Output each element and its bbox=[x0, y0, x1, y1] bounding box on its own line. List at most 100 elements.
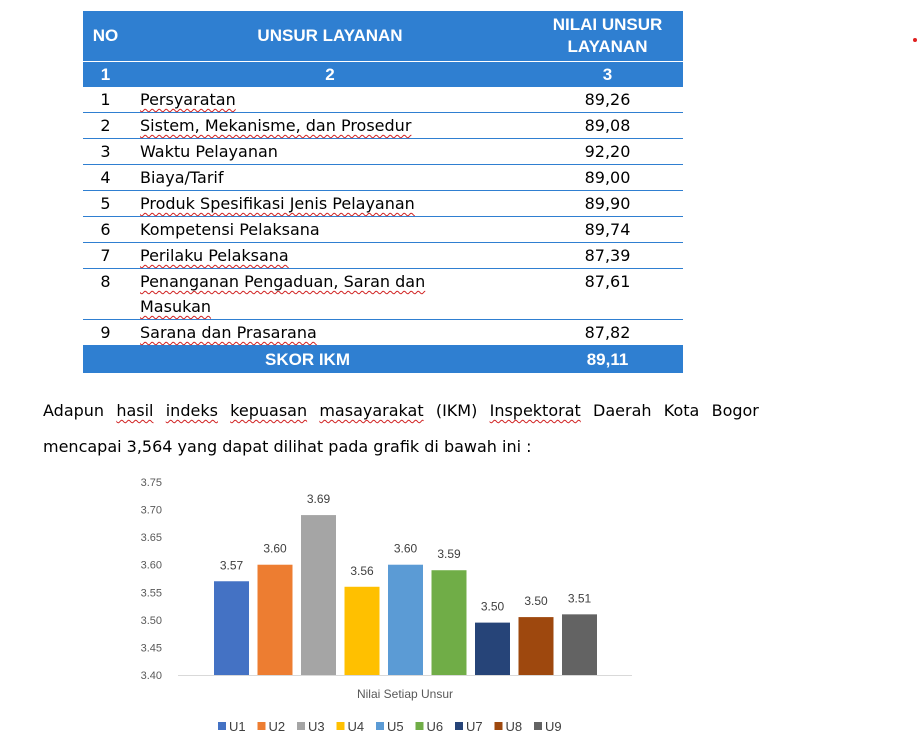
header-unsur-layanan: UNSUR LAYANAN bbox=[128, 11, 532, 62]
row-unsur-text-line1: Penanganan Pengaduan, Saran dan bbox=[140, 272, 426, 291]
y-tick-label: 3.65 bbox=[141, 532, 162, 544]
table-row: 1 Persyaratan 89,26 bbox=[83, 87, 683, 113]
y-tick-label: 3.60 bbox=[141, 560, 162, 572]
legend-swatch-u4 bbox=[336, 722, 345, 730]
header-no: NO bbox=[83, 11, 128, 62]
row-unsur-name: Kompetensi Pelaksana bbox=[128, 216, 532, 243]
y-axis-ticks: 3.75 3.70 3.65 3.60 3.55 3.50 3.45 3.40 bbox=[141, 477, 162, 682]
paragraph-word: (IKM) bbox=[435, 401, 478, 420]
y-tick-label: 3.70 bbox=[141, 505, 162, 517]
ikm-table: NO UNSUR LAYANAN NILAI UNSUR LAYANAN 1 2… bbox=[83, 11, 683, 373]
data-label-u7: 3.50 bbox=[481, 600, 505, 614]
legend-swatch-u2 bbox=[257, 722, 266, 730]
table-column-number-row: 1 2 3 bbox=[83, 61, 683, 87]
row-number: 8 bbox=[83, 268, 128, 320]
paragraph-word: masayarakat bbox=[319, 401, 424, 420]
row-unsur-text: Produk Spesifikasi Jenis Pelayanan bbox=[140, 194, 415, 213]
row-unsur-name: Penanganan Pengaduan, Saran dan Masukan bbox=[128, 268, 532, 320]
row-unsur-text: Waktu Pelayanan bbox=[140, 142, 278, 161]
red-marker-dot bbox=[913, 38, 917, 42]
row-unsur-text: Perilaku Pelaksana bbox=[140, 246, 289, 265]
bar-u6 bbox=[431, 570, 467, 675]
paragraph-word: hasil bbox=[116, 401, 154, 420]
y-tick-label: 3.50 bbox=[141, 615, 162, 627]
header-nilai-line2: LAYANAN bbox=[567, 37, 648, 56]
chart-bars: 3.57 3.60 3.69 3.56 3.60 3.59 3.50 3.50 3.51 bbox=[214, 492, 597, 675]
row-unsur-name: Persyaratan bbox=[128, 87, 532, 113]
paragraph-word: Adapun bbox=[43, 401, 105, 420]
bar-u1 bbox=[214, 581, 249, 675]
legend-label-u1: U1 bbox=[229, 719, 246, 734]
row-unsur-name: Produk Spesifikasi Jenis Pelayanan bbox=[128, 190, 532, 217]
bar-u5 bbox=[388, 564, 423, 675]
row-value: 89,08 bbox=[532, 112, 683, 139]
y-tick-label: 3.75 bbox=[141, 477, 162, 489]
legend-swatch-u5 bbox=[376, 722, 384, 730]
legend-label-u7: U7 bbox=[466, 719, 483, 734]
row-unsur-text: Kompetensi Pelaksana bbox=[140, 220, 320, 239]
ikm-bar-chart: 3.75 3.70 3.65 3.60 3.55 3.50 3.45 3.40 3.57 3.6… bbox=[141, 477, 632, 734]
legend-swatch-u8 bbox=[494, 722, 503, 730]
legend-swatch-u6 bbox=[415, 722, 424, 730]
row-unsur-name: Sarana dan Prasarana bbox=[128, 319, 532, 346]
legend-swatch-u9 bbox=[534, 722, 542, 730]
row-unsur-text-line2: Masukan bbox=[140, 297, 212, 316]
legend-label-u5: U5 bbox=[387, 719, 404, 734]
paragraph-word: Bogor bbox=[711, 401, 759, 420]
data-label-u5: 3.60 bbox=[394, 542, 418, 556]
row-unsur-name: Perilaku Pelaksana bbox=[128, 242, 532, 269]
data-label-u1: 3.57 bbox=[220, 558, 244, 572]
row-value: 92,20 bbox=[532, 138, 683, 165]
column-number: 1 bbox=[83, 61, 128, 87]
table-row: 6 Kompetensi Pelaksana 89,74 bbox=[83, 216, 683, 243]
legend-label-u6: U6 bbox=[427, 719, 444, 734]
body-paragraph: Adapun hasil indeks kepuasan masayarakat… bbox=[43, 393, 759, 465]
paragraph-word: Kota bbox=[663, 401, 700, 420]
y-tick-label: 3.45 bbox=[141, 642, 162, 654]
skor-ikm-value: 89,11 bbox=[532, 345, 683, 373]
table-row: 7 Perilaku Pelaksana 87,39 bbox=[83, 242, 683, 269]
legend-label-u2: U2 bbox=[269, 719, 286, 734]
row-number: 3 bbox=[83, 138, 128, 165]
data-label-u4: 3.56 bbox=[350, 564, 374, 578]
paragraph-word: indeks bbox=[165, 401, 218, 420]
table-header-row: NO UNSUR LAYANAN NILAI UNSUR LAYANAN bbox=[83, 11, 683, 62]
bar-u7 bbox=[475, 622, 510, 675]
row-number: 2 bbox=[83, 112, 128, 139]
bar-u3 bbox=[301, 515, 336, 675]
row-number: 4 bbox=[83, 164, 128, 191]
data-label-u6: 3.59 bbox=[437, 547, 461, 561]
row-unsur-name: Biaya/Tarif bbox=[128, 164, 532, 191]
legend-label-u9: U9 bbox=[545, 719, 562, 734]
y-tick-label: 3.55 bbox=[141, 587, 162, 599]
legend-swatch-u3 bbox=[297, 722, 305, 730]
table-row: 9 Sarana dan Prasarana 87,82 bbox=[83, 319, 683, 346]
paragraph-line-1: Adapun hasil indeks kepuasan masayarakat… bbox=[43, 393, 759, 429]
row-number: 5 bbox=[83, 190, 128, 217]
column-number: 2 bbox=[128, 61, 532, 87]
data-label-u8: 3.50 bbox=[524, 594, 548, 608]
legend-label-u8: U8 bbox=[506, 719, 523, 734]
legend-swatch-u1 bbox=[218, 722, 226, 730]
data-label-u3: 3.69 bbox=[307, 492, 331, 506]
legend-swatch-u7 bbox=[455, 722, 463, 730]
row-number: 9 bbox=[83, 319, 128, 346]
row-unsur-text: Sistem, Mekanisme, dan Prosedur bbox=[140, 116, 412, 135]
table-row: 5 Produk Spesifikasi Jenis Pelayanan 89,… bbox=[83, 190, 683, 217]
legend-label-u3: U3 bbox=[308, 719, 325, 734]
row-value: 89,90 bbox=[532, 190, 683, 217]
paragraph-word: Daerah bbox=[593, 401, 652, 420]
row-unsur-name: Sistem, Mekanisme, dan Prosedur bbox=[128, 112, 532, 139]
data-label-u2: 3.60 bbox=[263, 542, 287, 556]
bar-u8 bbox=[518, 617, 554, 675]
table-row: 8 Penanganan Pengaduan, Saran dan Masuka… bbox=[83, 268, 683, 320]
data-label-u9: 3.51 bbox=[568, 591, 592, 605]
legend-label-u4: U4 bbox=[348, 719, 365, 734]
table-row: 3 Waktu Pelayanan 92,20 bbox=[83, 138, 683, 165]
header-nilai-line1: NILAI UNSUR bbox=[552, 15, 663, 34]
bar-u4 bbox=[344, 586, 380, 675]
row-value: 87,39 bbox=[532, 242, 683, 269]
row-value: 89,00 bbox=[532, 164, 683, 191]
column-number: 3 bbox=[532, 61, 683, 87]
row-unsur-text: Persyaratan bbox=[140, 90, 236, 109]
